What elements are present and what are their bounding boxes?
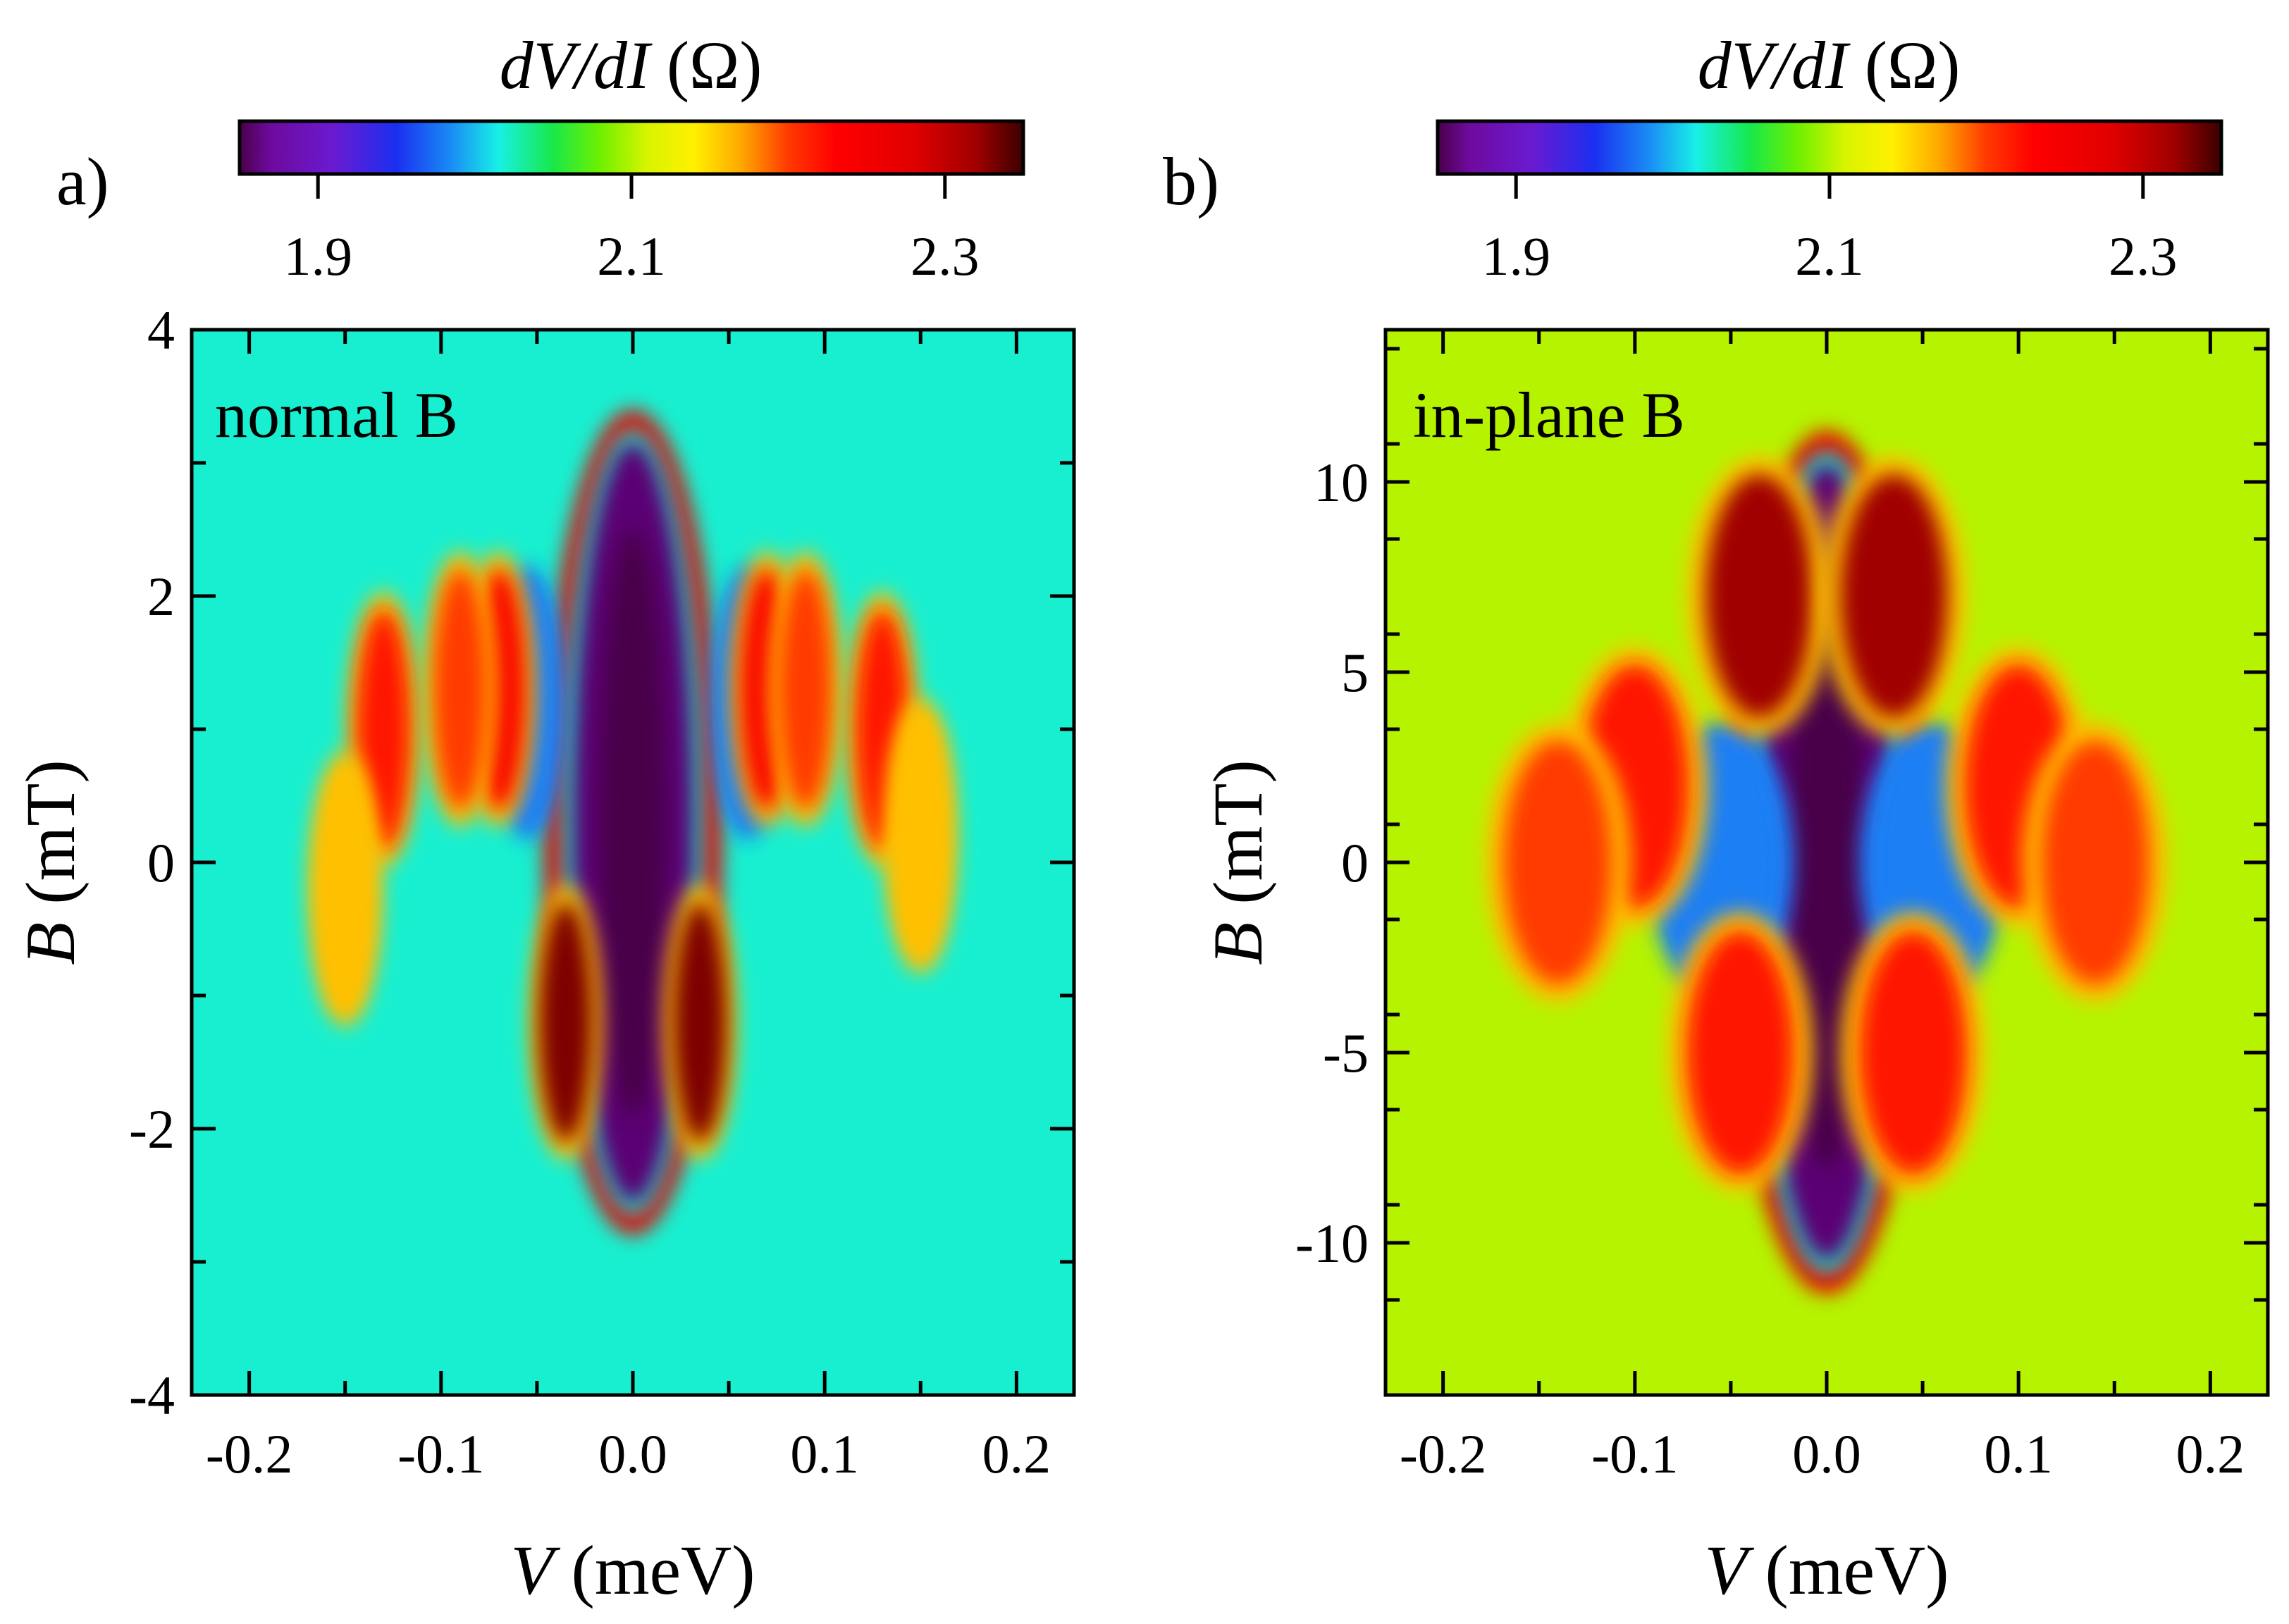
panel-a-colorbar-ticks: 1.9 2.1 2.3	[283, 174, 980, 287]
heatmap-feature	[318, 769, 372, 1009]
panel-a-letter: a)	[56, 144, 109, 219]
heatmap-feature	[1686, 931, 1794, 1174]
x-tick-label: 0.2	[2176, 1423, 2245, 1484]
x-tick-label: 0.2	[982, 1423, 1051, 1484]
heatmap-feature	[778, 569, 833, 810]
panel-b-colorbar	[1436, 119, 2223, 176]
colorbar-tick-label: 1.9	[1481, 225, 1550, 287]
x-tick-label: 0.1	[790, 1423, 859, 1484]
x-tick-label: 0.1	[1984, 1423, 2053, 1484]
y-tick-label: 5	[1341, 642, 1369, 703]
y-tick-label: 0	[1341, 832, 1369, 893]
colorbar-tick-label: 2.1	[597, 225, 666, 287]
panel-b-colorbar-ticks: 1.9 2.1 2.3	[1481, 174, 2178, 287]
panel-b: b) dV/dI (Ω) 1.9 2.1 2.3 -0.2 -0.1 0.0 0.1 0.2…	[1163, 27, 2270, 1609]
colorbar-tick-label: 1.9	[283, 225, 352, 287]
y-tick-label: 10	[1314, 452, 1369, 513]
panel-b-y-axis-label: B (mT)	[1199, 760, 1277, 965]
panel-b-x-ticks: -0.2 -0.1 0.0 0.1 0.2	[1400, 330, 2245, 1484]
y-tick-label: -2	[129, 1098, 175, 1160]
heatmap-feature	[433, 569, 488, 810]
x-tick-label: -0.2	[206, 1423, 292, 1484]
y-tick-label: 4	[147, 299, 175, 361]
panel-a: a) dV/dI (Ω) 1.9 2.1 2.3 -0.2 -0.1 0.0 0.1 0.2…	[11, 27, 1076, 1609]
colorbar-tick-label: 2.1	[1795, 225, 1864, 287]
y-tick-label: -4	[129, 1365, 175, 1426]
y-tick-label: -10	[1295, 1213, 1369, 1274]
panel-b-colorbar-title: dV/dI (Ω)	[1698, 27, 1961, 103]
panel-a-heatmap-features	[309, 409, 957, 1235]
panel-a-colorbar	[237, 119, 1025, 176]
x-tick-label: -0.1	[1591, 1423, 1678, 1484]
x-tick-label: 0.0	[1792, 1423, 1861, 1484]
x-tick-label: -0.1	[397, 1423, 484, 1484]
colorbar-tick-label: 2.3	[2109, 225, 2178, 287]
panel-b-y-ticks: -10 -5 0 5 10	[1295, 347, 2268, 1302]
panel-b-heatmap-features	[1486, 430, 2168, 1294]
heatmap-feature	[673, 902, 727, 1142]
y-tick-label: 2	[147, 566, 175, 627]
panel-a-y-ticks: -4 -2 0 2 4	[129, 299, 1074, 1426]
heatmap-feature	[1859, 931, 1967, 1174]
y-tick-label: 0	[147, 832, 175, 893]
heatmap-central-core	[599, 528, 667, 1117]
y-tick-label: -5	[1323, 1022, 1369, 1084]
x-tick-label: -0.2	[1400, 1423, 1486, 1484]
panel-b-x-axis-label: V (meV)	[1704, 1531, 1949, 1609]
colorbar-tick-label: 2.3	[911, 225, 980, 287]
panel-a-annotation: normal B	[215, 379, 458, 451]
heatmap-feature	[1840, 474, 1948, 718]
panel-a-y-axis-label: B (mT)	[11, 760, 90, 965]
heatmap-feature	[894, 716, 948, 956]
heatmap-feature	[2041, 740, 2149, 984]
heatmap-feature	[538, 902, 593, 1142]
panel-b-letter: b)	[1163, 144, 1219, 219]
panel-b-annotation: in-plane B	[1413, 379, 1685, 451]
panel-a-colorbar-title: dV/dI (Ω)	[500, 27, 763, 103]
panel-a-x-axis-label: V (meV)	[510, 1531, 755, 1609]
heatmap-feature	[1504, 740, 1612, 984]
x-tick-label: 0.0	[598, 1423, 667, 1484]
panel-a-x-ticks: -0.2 -0.1 0.0 0.1 0.2	[206, 330, 1051, 1484]
heatmap-feature	[1705, 474, 1813, 718]
